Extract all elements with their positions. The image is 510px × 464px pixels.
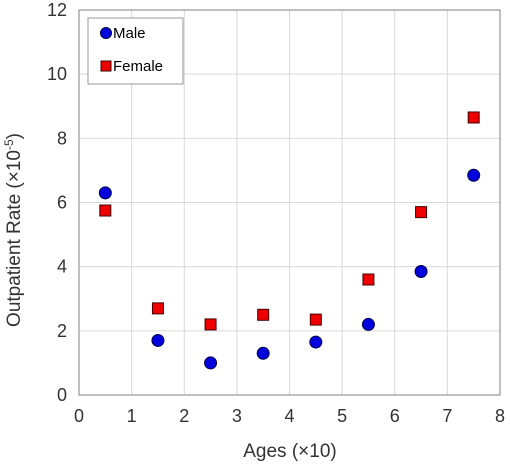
male-point	[256, 346, 270, 360]
x-tick-label: 1	[127, 406, 137, 426]
female-point	[309, 313, 322, 326]
female-point	[362, 273, 375, 286]
male-point	[414, 264, 428, 278]
x-tick-label: 3	[232, 406, 242, 426]
male-point	[361, 317, 375, 331]
y-tick-label: 6	[57, 193, 67, 213]
y-tick-label: 12	[47, 0, 67, 20]
y-axis-label-exponent: -5	[2, 139, 16, 150]
y-axis-label: Outpatient Rate (×10-5)	[2, 133, 25, 327]
y-axis-label-close: )	[4, 133, 25, 139]
legend-male-marker	[100, 27, 112, 39]
x-tick-label: 4	[284, 406, 294, 426]
x-tick-label: 2	[179, 406, 189, 426]
y-tick-label: 10	[47, 64, 67, 84]
female-point	[415, 206, 428, 219]
data-points	[98, 111, 481, 370]
female-point	[257, 308, 270, 321]
x-tick-label: 6	[390, 406, 400, 426]
legend: Male Female	[87, 17, 184, 85]
male-point	[309, 335, 323, 349]
male-point	[204, 356, 218, 370]
female-point	[99, 204, 112, 217]
legend-female-marker	[100, 60, 112, 72]
y-tick-label: 2	[57, 321, 67, 341]
legend-female-label: Female	[113, 58, 163, 75]
x-tick-label: 0	[74, 406, 84, 426]
female-point	[151, 302, 164, 315]
y-tick-label: 4	[57, 257, 67, 277]
male-point	[151, 333, 165, 347]
x-tick-label: 7	[442, 406, 452, 426]
gridlines	[78, 9, 501, 396]
plot-area-frame	[78, 9, 501, 396]
y-tick-label: 0	[57, 385, 67, 405]
y-tick-label: 8	[57, 128, 67, 148]
legend-male-label: Male	[113, 25, 146, 42]
x-tick-label: 5	[337, 406, 347, 426]
x-axis-label: Ages (×10)	[243, 441, 336, 462]
female-point	[467, 111, 480, 124]
male-point	[98, 186, 112, 200]
female-point	[204, 318, 217, 331]
x-tick-label: 8	[495, 406, 505, 426]
male-point	[467, 168, 481, 182]
